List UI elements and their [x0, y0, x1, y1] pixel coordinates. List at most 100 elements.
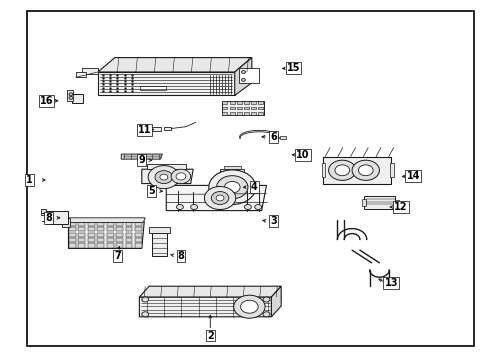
Polygon shape — [135, 233, 142, 237]
Polygon shape — [125, 233, 132, 237]
Text: 5: 5 — [148, 186, 155, 196]
Circle shape — [224, 181, 240, 193]
Polygon shape — [238, 68, 259, 83]
Polygon shape — [106, 238, 113, 242]
Polygon shape — [271, 286, 281, 317]
Text: 1: 1 — [26, 175, 33, 185]
Circle shape — [216, 176, 247, 199]
Polygon shape — [125, 243, 132, 248]
Polygon shape — [389, 163, 393, 177]
Text: 16: 16 — [40, 96, 53, 106]
Text: 10: 10 — [296, 150, 309, 160]
Polygon shape — [250, 112, 255, 115]
Polygon shape — [88, 222, 95, 226]
Circle shape — [171, 169, 190, 184]
Circle shape — [241, 78, 245, 81]
Polygon shape — [151, 230, 167, 256]
Circle shape — [142, 312, 148, 317]
Polygon shape — [224, 166, 240, 169]
Polygon shape — [229, 101, 234, 104]
Polygon shape — [78, 233, 85, 237]
Polygon shape — [258, 112, 263, 115]
Polygon shape — [244, 107, 248, 109]
Circle shape — [351, 160, 379, 180]
Polygon shape — [258, 101, 263, 104]
Polygon shape — [250, 101, 255, 104]
Polygon shape — [69, 243, 76, 248]
Circle shape — [240, 300, 258, 313]
Polygon shape — [88, 233, 95, 237]
Circle shape — [254, 204, 261, 210]
Polygon shape — [125, 238, 132, 242]
Polygon shape — [78, 222, 85, 226]
Polygon shape — [322, 157, 390, 184]
Polygon shape — [81, 68, 98, 74]
Text: 13: 13 — [384, 278, 397, 288]
Polygon shape — [116, 227, 122, 231]
Circle shape — [69, 93, 73, 96]
Polygon shape — [69, 233, 76, 237]
Polygon shape — [69, 227, 76, 231]
Polygon shape — [125, 222, 132, 226]
Circle shape — [334, 165, 349, 176]
Polygon shape — [146, 164, 185, 169]
Text: 6: 6 — [270, 132, 277, 142]
Polygon shape — [69, 238, 76, 242]
Polygon shape — [222, 101, 227, 104]
Circle shape — [233, 295, 264, 318]
Text: 7: 7 — [114, 251, 121, 261]
Circle shape — [211, 192, 228, 204]
Polygon shape — [67, 90, 73, 101]
Polygon shape — [140, 86, 166, 90]
Polygon shape — [222, 112, 227, 115]
Polygon shape — [236, 107, 241, 109]
Circle shape — [328, 160, 355, 180]
Polygon shape — [97, 243, 104, 248]
Text: 9: 9 — [138, 155, 145, 165]
Polygon shape — [116, 222, 122, 226]
Polygon shape — [135, 222, 142, 226]
Polygon shape — [78, 238, 85, 242]
Polygon shape — [98, 72, 234, 95]
Polygon shape — [41, 209, 46, 215]
Polygon shape — [88, 243, 95, 248]
Polygon shape — [236, 101, 241, 104]
Polygon shape — [229, 112, 234, 115]
Polygon shape — [67, 218, 145, 222]
Polygon shape — [97, 227, 104, 231]
Circle shape — [176, 204, 183, 210]
Polygon shape — [364, 196, 394, 209]
Polygon shape — [229, 107, 234, 109]
Circle shape — [263, 297, 269, 302]
Text: 4: 4 — [250, 182, 257, 192]
Circle shape — [244, 204, 251, 210]
Circle shape — [263, 312, 269, 317]
Polygon shape — [149, 227, 170, 233]
Polygon shape — [106, 243, 113, 248]
Text: 12: 12 — [393, 202, 407, 212]
Polygon shape — [106, 222, 113, 226]
Polygon shape — [88, 227, 95, 231]
Polygon shape — [250, 107, 255, 109]
Polygon shape — [68, 221, 144, 248]
Polygon shape — [151, 127, 161, 131]
Polygon shape — [234, 58, 251, 95]
Circle shape — [176, 173, 185, 180]
Polygon shape — [72, 94, 83, 103]
Polygon shape — [69, 222, 76, 226]
Circle shape — [241, 71, 245, 73]
Polygon shape — [76, 72, 85, 77]
Text: 15: 15 — [286, 63, 300, 73]
Polygon shape — [135, 243, 142, 248]
Polygon shape — [97, 222, 104, 226]
Circle shape — [69, 96, 73, 99]
Polygon shape — [361, 199, 365, 206]
Circle shape — [155, 171, 172, 184]
Circle shape — [204, 186, 235, 210]
Polygon shape — [166, 185, 266, 211]
Circle shape — [216, 195, 224, 201]
Polygon shape — [116, 238, 122, 242]
Polygon shape — [139, 286, 281, 297]
Polygon shape — [135, 238, 142, 242]
Polygon shape — [220, 169, 244, 182]
